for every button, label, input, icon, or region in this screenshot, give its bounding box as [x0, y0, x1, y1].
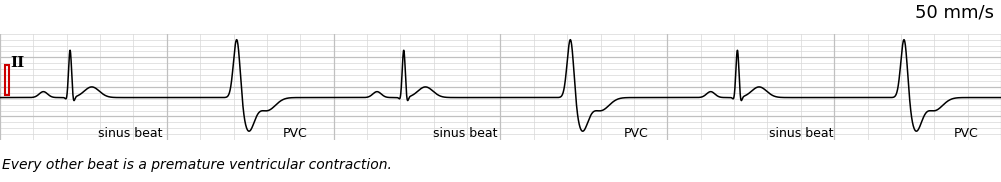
Text: 50 mm/s: 50 mm/s	[915, 4, 994, 22]
Text: Every other beat is a premature ventricular contraction.: Every other beat is a premature ventricu…	[2, 158, 391, 172]
Text: PVC: PVC	[283, 126, 307, 140]
Text: PVCs in bigeminy: PVCs in bigeminy	[9, 7, 166, 25]
Text: PVC: PVC	[954, 126, 978, 140]
Text: sinus beat: sinus beat	[769, 126, 833, 140]
Text: II: II	[10, 56, 24, 70]
Text: PVC: PVC	[624, 126, 648, 140]
Text: sinus beat: sinus beat	[433, 126, 497, 140]
Text: sinus beat: sinus beat	[98, 126, 162, 140]
